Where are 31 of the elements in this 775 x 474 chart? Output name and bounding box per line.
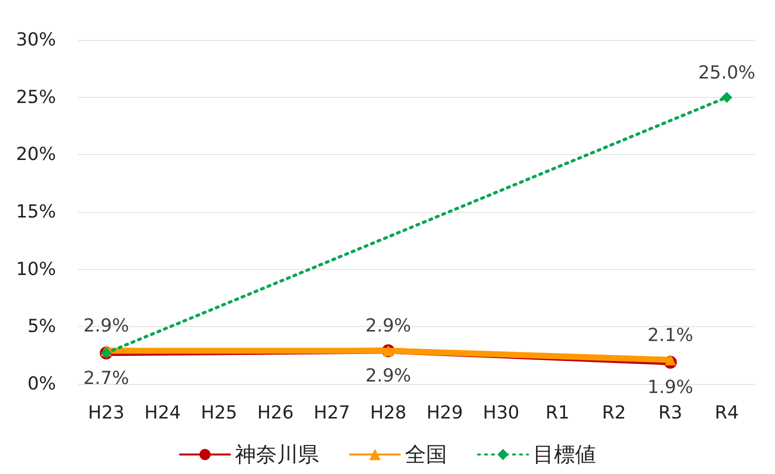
data-label: 2.9%: [365, 316, 412, 337]
point: [721, 92, 732, 103]
y-tick-label: 15%: [16, 202, 56, 222]
legend-label: 目標値: [533, 442, 596, 466]
x-tick-label: R4: [714, 402, 739, 424]
y-tick-label: 25%: [16, 86, 56, 108]
y-tick-label: 10%: [16, 258, 56, 280]
x-tick-label: H25: [200, 402, 238, 424]
y-tick-label: 0%: [27, 374, 56, 394]
x-tick-label: H24: [144, 402, 181, 424]
x-tick-label: H27: [314, 402, 350, 424]
data-label: 2.9%: [83, 316, 130, 337]
legend-label: 全国: [405, 442, 447, 466]
x-tick-label: H30: [482, 402, 520, 424]
data-label: 25.0%: [698, 62, 756, 84]
legend-label: 神奈川県: [235, 442, 319, 466]
data-label: 2.7%: [83, 368, 130, 390]
y-tick-label: 20%: [16, 144, 56, 166]
x-tick-label: H23: [88, 402, 124, 424]
y-tick-label: 30%: [16, 30, 56, 50]
x-tick-label: R1: [546, 402, 570, 424]
point: [664, 354, 676, 366]
x-tick-label: R2: [602, 402, 626, 424]
x-tick-label: H26: [257, 402, 294, 424]
x-tick-label: H29: [426, 402, 463, 424]
x-tick-label: H28: [370, 402, 407, 424]
data-label: 2.1%: [648, 324, 694, 346]
data-label: 2.9%: [365, 366, 412, 387]
data-label: 1.9%: [648, 377, 694, 398]
x-tick-label: R3: [658, 402, 682, 424]
y-tick-label: 5%: [27, 316, 56, 338]
